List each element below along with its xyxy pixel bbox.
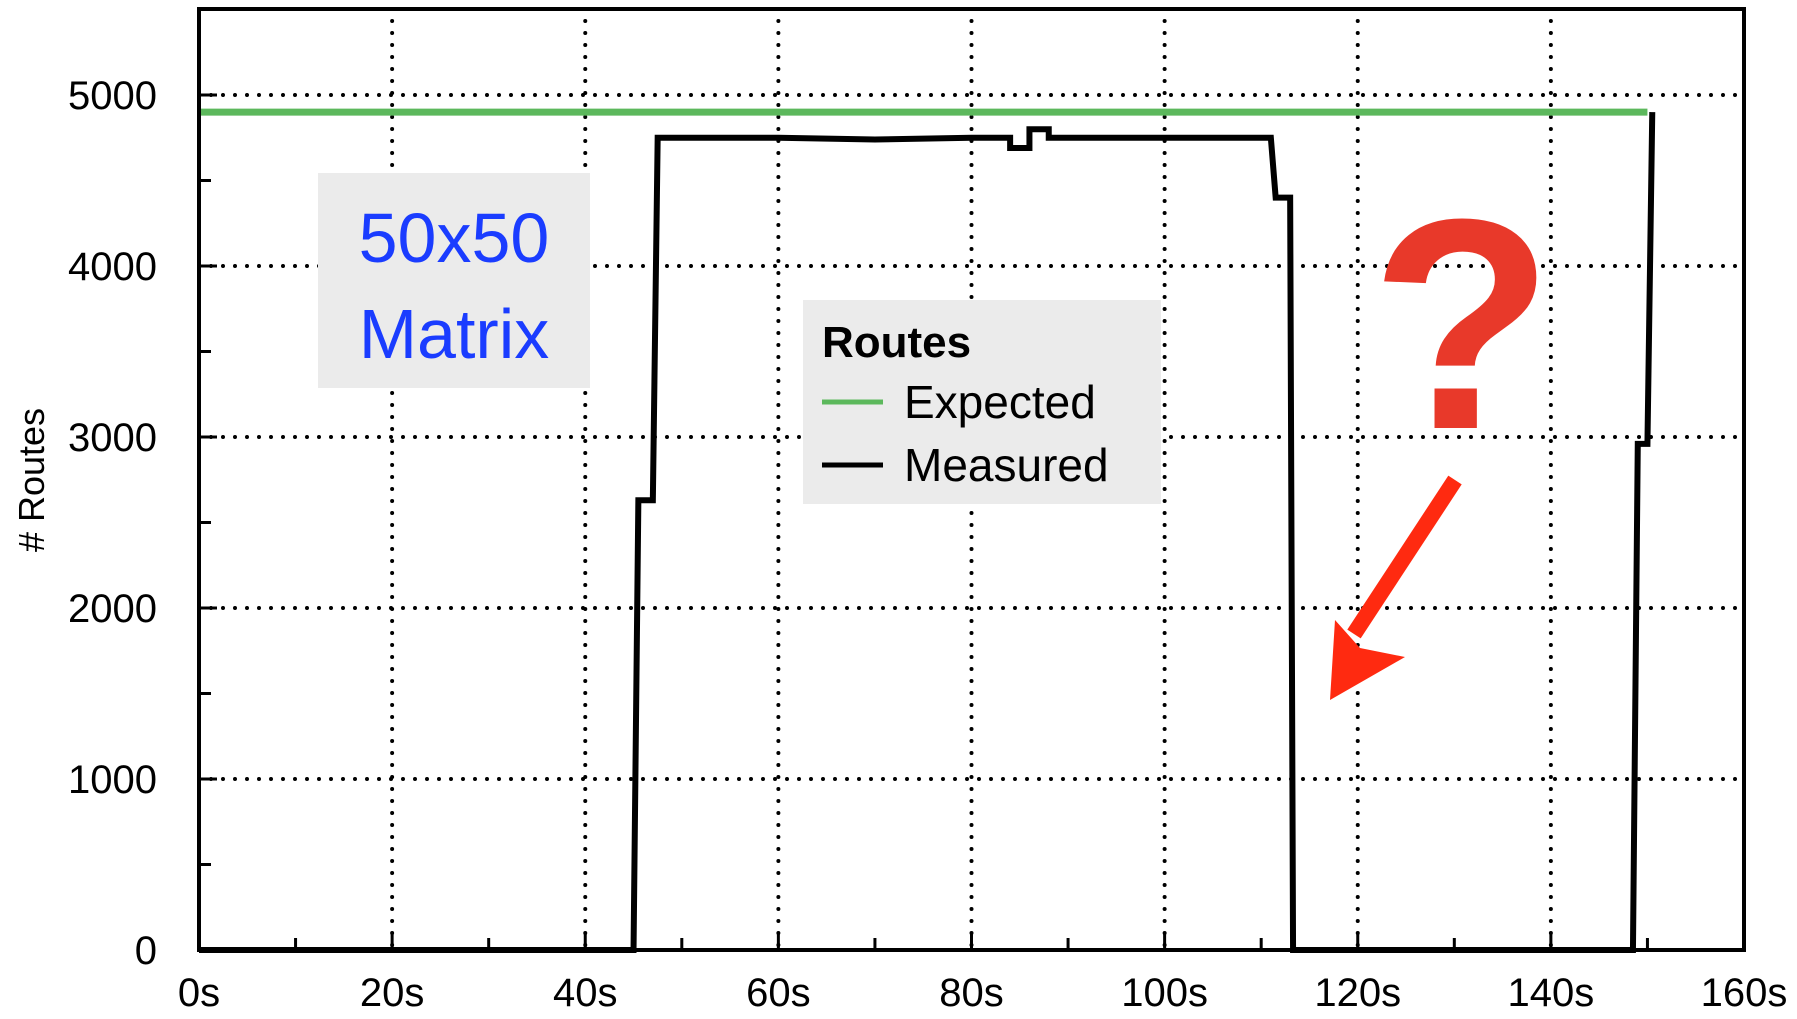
legend-title: Routes xyxy=(822,318,971,367)
x-tick-label: 120s xyxy=(1314,971,1401,1015)
x-tick-label: 160s xyxy=(1701,971,1788,1015)
x-tick-label: 140s xyxy=(1508,971,1595,1015)
x-tick-label: 60s xyxy=(746,971,811,1015)
y-tick-label: 5000 xyxy=(68,74,157,118)
grid xyxy=(197,7,1746,952)
axis-ticks: 0s 20s 40s 60s 80s 100s 120s 140s 160s 0 1000 2000 3… xyxy=(68,8,1788,1015)
legend-label-measured: Measured xyxy=(904,439,1109,491)
y-tick-label: 4000 xyxy=(68,245,157,289)
x-tick-label: 20s xyxy=(360,971,425,1015)
x-tick-label: 80s xyxy=(939,971,1004,1015)
legend-label-expected: Expected xyxy=(904,376,1096,428)
arrow-icon xyxy=(1330,475,1462,700)
note-line-2: Matrix xyxy=(359,295,550,373)
note-box xyxy=(318,173,590,388)
legend: Routes Expected Measured xyxy=(803,300,1161,504)
y-tick-label: 0 xyxy=(135,929,157,973)
y-tick-label: 2000 xyxy=(68,587,157,631)
y-tick-label: 3000 xyxy=(68,416,157,460)
y-tick-label: 1000 xyxy=(68,758,157,802)
x-tick-label: 0s xyxy=(178,971,220,1015)
y-axis-title: # Routes xyxy=(11,408,52,552)
question-mark: ? xyxy=(1370,156,1553,492)
x-tick-label: 100s xyxy=(1121,971,1208,1015)
note-line-1: 50x50 xyxy=(359,199,550,277)
x-tick-label: 40s xyxy=(553,971,618,1015)
